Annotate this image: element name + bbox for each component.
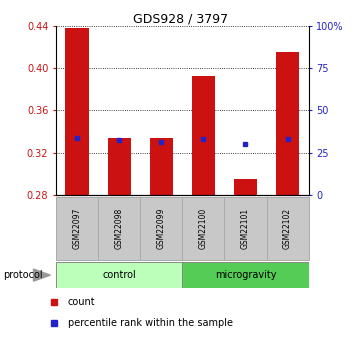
- Text: GSM22101: GSM22101: [241, 208, 250, 249]
- Bar: [56, 197, 98, 260]
- Bar: [182, 197, 225, 260]
- Text: count: count: [68, 297, 95, 307]
- Polygon shape: [34, 269, 50, 281]
- Bar: [182, 262, 309, 288]
- Bar: [276, 52, 299, 195]
- Bar: [266, 197, 309, 260]
- Text: GSM22098: GSM22098: [115, 208, 123, 249]
- Text: GSM22102: GSM22102: [283, 208, 292, 249]
- Text: GSM22097: GSM22097: [73, 208, 82, 249]
- Bar: [98, 197, 140, 260]
- Text: microgravity: microgravity: [215, 270, 276, 280]
- Text: control: control: [102, 270, 136, 280]
- Bar: [56, 262, 182, 288]
- Text: GSM22100: GSM22100: [199, 208, 208, 249]
- Bar: [108, 138, 131, 195]
- Bar: [150, 138, 173, 195]
- Bar: [65, 28, 88, 195]
- Bar: [225, 197, 266, 260]
- Text: GDS928 / 3797: GDS928 / 3797: [133, 12, 228, 25]
- Text: protocol: protocol: [4, 270, 43, 280]
- Text: percentile rank within the sample: percentile rank within the sample: [68, 318, 233, 327]
- Bar: [140, 197, 182, 260]
- Text: GSM22099: GSM22099: [157, 208, 166, 249]
- Bar: [234, 179, 257, 195]
- Bar: [192, 76, 215, 195]
